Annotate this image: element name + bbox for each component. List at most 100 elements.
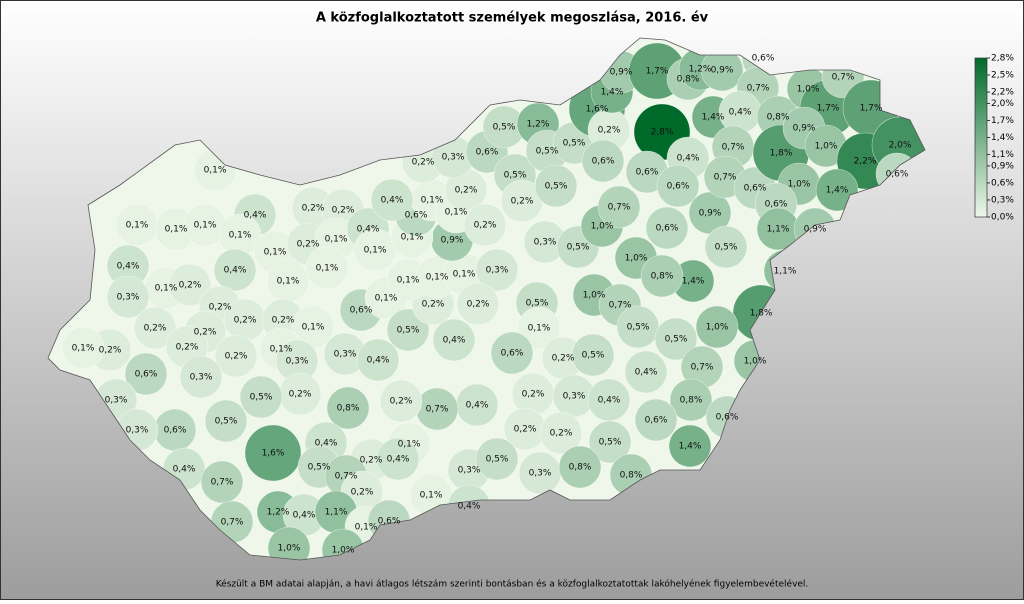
district-label: 0,8% xyxy=(337,404,360,414)
district-label: 0,1% xyxy=(445,208,468,218)
country-border xyxy=(47,37,926,561)
district-label: 0,2% xyxy=(302,204,325,214)
district xyxy=(432,318,476,362)
district-label: 0,4% xyxy=(224,266,247,276)
legend-tick-label: 1,7% xyxy=(991,116,1014,126)
district-label: 0,2% xyxy=(144,324,167,334)
district-label: 0,5% xyxy=(567,243,590,253)
district xyxy=(239,375,283,419)
district-label: 0,5% xyxy=(493,123,516,133)
district-label: 1,1% xyxy=(774,267,797,277)
district-label: 1,0% xyxy=(744,357,767,367)
district-label: 0,2% xyxy=(511,197,534,207)
legend-tick-label: 2,0% xyxy=(991,99,1014,109)
district-label: 0,1% xyxy=(155,284,178,294)
district-label: 0,3% xyxy=(105,396,128,406)
district-label: 0,1% xyxy=(302,323,325,333)
district-label: 0,2% xyxy=(390,397,413,407)
district-label: 0,2% xyxy=(351,488,374,498)
district-label: 0,2% xyxy=(455,186,478,196)
district-label: 0,2% xyxy=(332,206,355,216)
district-label: 0,6% xyxy=(886,170,909,180)
district-label: 0,6% xyxy=(350,306,373,316)
district-label: 0,1% xyxy=(316,264,339,274)
district-label: 0,2% xyxy=(360,456,383,466)
district-label: 0,1% xyxy=(401,233,424,243)
district-label: 0,1% xyxy=(375,294,398,304)
district-label: 0,5% xyxy=(215,417,238,427)
district-label: 1,4% xyxy=(702,113,725,123)
regions xyxy=(61,38,925,560)
district-label: 0,5% xyxy=(627,323,650,333)
district-label: 0,1% xyxy=(397,276,420,286)
district-label: 0,4% xyxy=(635,368,658,378)
district-label: 0,1% xyxy=(72,344,95,354)
district-label: 0,9% xyxy=(699,209,722,219)
district-label: 0,2% xyxy=(234,316,257,326)
district-label: 1,7% xyxy=(817,104,840,114)
district xyxy=(539,411,583,455)
district-label: 1,8% xyxy=(750,309,773,319)
district-label: 2,0% xyxy=(889,141,912,151)
district-label: 0,7% xyxy=(722,143,745,153)
district xyxy=(475,437,519,481)
district xyxy=(379,379,423,423)
district-label: 0,9% xyxy=(711,66,734,76)
district xyxy=(640,254,684,298)
district-label: 0,1% xyxy=(426,273,449,283)
district-label: 0,8% xyxy=(767,113,790,123)
district-label: 0,5% xyxy=(545,182,568,192)
district-label: 1,2% xyxy=(527,120,550,130)
district-label: 0,1% xyxy=(325,235,348,245)
district-label: 1,4% xyxy=(826,186,849,196)
district-label: 0,1% xyxy=(264,248,287,258)
district-label: 0,8% xyxy=(680,396,703,406)
district-label: 0,7% xyxy=(211,478,234,488)
district-label: 0,1% xyxy=(165,225,188,235)
district-label: 0,7% xyxy=(691,363,714,373)
district-label: 0,5% xyxy=(526,299,549,309)
district-label: 0,3% xyxy=(529,469,552,479)
legend: 2,8% 2,5% 2,2%2,0% 1,7% 1,4% 1,1%0,9% 0,6% 0,3%… xyxy=(987,54,1014,223)
district-label: 0,8% xyxy=(569,463,592,473)
district xyxy=(168,263,212,307)
district-label: 0,6% xyxy=(744,184,767,194)
district-label: 0,5% xyxy=(250,393,273,403)
district-label: 0,3% xyxy=(563,392,586,402)
district xyxy=(204,399,248,443)
district xyxy=(61,326,105,370)
district xyxy=(624,350,668,394)
district xyxy=(634,398,678,442)
district-label: 0,2% xyxy=(550,429,573,439)
legend-tick-label: 0,6% xyxy=(991,178,1014,188)
district xyxy=(305,246,349,290)
district-label: 1,4% xyxy=(679,442,702,452)
district-label: 0,4% xyxy=(466,401,489,411)
district-label: 0,1% xyxy=(420,491,443,501)
district-label: 0,5% xyxy=(486,455,509,465)
district-label: 0,6% xyxy=(405,211,428,221)
district-label: 0,9% xyxy=(793,124,816,134)
district-label: 0,6% xyxy=(636,168,659,178)
district-label: 0,2% xyxy=(514,425,537,435)
district-label: 0,1% xyxy=(398,440,421,450)
district-label: 1,8% xyxy=(770,149,793,159)
footer-note: Készült a BM adatai alapján, a havi átla… xyxy=(216,579,809,590)
legend-tick-label: 2,8% xyxy=(991,54,1014,64)
district-label: 0,8% xyxy=(620,471,643,481)
district-label: 0,5% xyxy=(599,438,622,448)
district-label: 1,0% xyxy=(591,222,614,232)
district-label: 0,6% xyxy=(656,224,679,234)
district-label: 0,7% xyxy=(426,405,449,415)
district-label: 0,1% xyxy=(194,221,217,231)
district-label: 0,1% xyxy=(355,523,378,533)
district-label: 1,7% xyxy=(860,104,883,114)
district-label: 1,0% xyxy=(625,254,648,264)
district-label: 2,8% xyxy=(651,128,674,138)
district-label: 1,1% xyxy=(767,225,790,235)
district-label: 0,2% xyxy=(522,390,545,400)
district xyxy=(669,378,713,422)
district-label: 1,0% xyxy=(815,142,838,152)
map-title: A közfoglalkoztatott személyek megoszlás… xyxy=(316,11,709,26)
district-label: 0,6% xyxy=(716,413,739,423)
